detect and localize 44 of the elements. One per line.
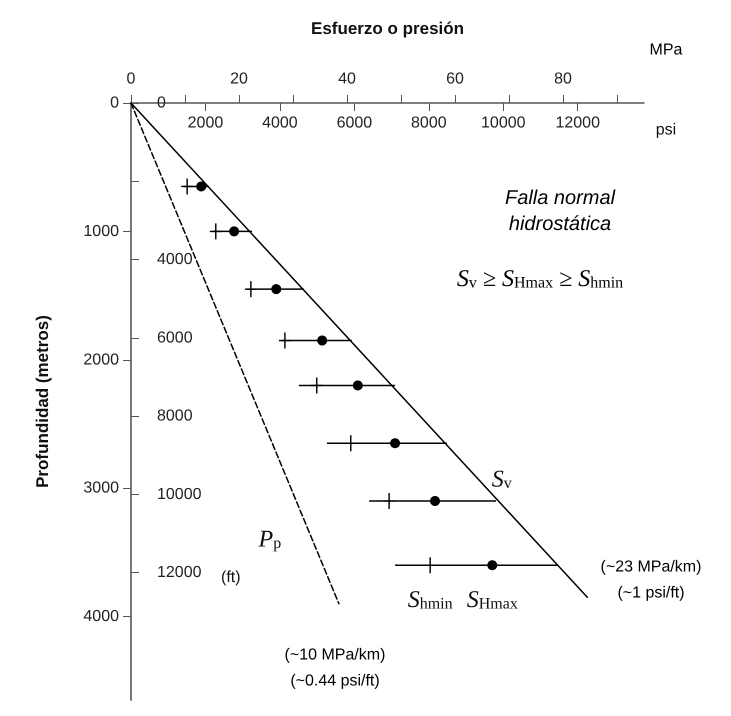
annotation: Falla normal hidrostática bbox=[504, 187, 616, 235]
series-label: SHmax bbox=[466, 587, 518, 614]
y2-tick-label: 4000 bbox=[157, 251, 193, 268]
x2-tick-label: 12000 bbox=[555, 114, 600, 132]
x2-tick-label: 6000 bbox=[336, 114, 372, 132]
x2-tick-label: 4000 bbox=[262, 114, 298, 132]
annotation: (~10 MPa/km) (~0.44 psi/ft) bbox=[284, 646, 386, 690]
x-tick-label: 40 bbox=[338, 70, 356, 88]
point bbox=[317, 336, 328, 346]
y-axis-title: Profundidad (metros) bbox=[33, 315, 52, 488]
y-tick-label: 4000 bbox=[83, 608, 120, 626]
x-tick-label: 60 bbox=[446, 70, 464, 88]
x-tick-label: 20 bbox=[230, 70, 248, 88]
y-tick-label: 2000 bbox=[83, 351, 120, 368]
point bbox=[487, 560, 498, 570]
series-label: Sv bbox=[492, 466, 512, 493]
annotation: Sv ≥ SHmax ≥ Shmin bbox=[456, 266, 624, 292]
point bbox=[244, 281, 257, 298]
x2-tick-label: 10000 bbox=[481, 114, 526, 132]
x2-tick-label: 8000 bbox=[411, 114, 447, 132]
y-tick-label: 0 bbox=[110, 94, 120, 112]
point bbox=[210, 223, 222, 240]
series-label: Shmin bbox=[408, 587, 453, 614]
y-tick-label: 1000 bbox=[83, 222, 120, 240]
point bbox=[390, 438, 400, 448]
text: MPa bbox=[650, 42, 683, 58]
x-tick-label: 80 bbox=[554, 70, 572, 88]
x-axis-title: Esfuerzo o presión bbox=[310, 19, 464, 38]
x-tick-label: 0 bbox=[126, 70, 136, 88]
x2-axis-title: psi bbox=[656, 122, 676, 138]
x2-tick-label: 2000 bbox=[188, 114, 224, 132]
y2-axis-title: (ft) bbox=[221, 569, 241, 586]
series-label: Pp bbox=[258, 526, 282, 553]
annotation: (~23 MPa/km) (~1 psi/ft) bbox=[600, 558, 702, 602]
y2-tick-label: 10000 bbox=[157, 486, 202, 503]
y2-tick-label: 6000 bbox=[157, 329, 193, 346]
point bbox=[271, 284, 282, 294]
point bbox=[352, 380, 363, 390]
point bbox=[229, 226, 240, 236]
y-tick-label: 3000 bbox=[83, 480, 120, 497]
y2-tick-label: 8000 bbox=[157, 408, 193, 425]
point bbox=[196, 181, 206, 192]
y2-tick-label: 12000 bbox=[157, 564, 202, 582]
point bbox=[430, 496, 440, 506]
